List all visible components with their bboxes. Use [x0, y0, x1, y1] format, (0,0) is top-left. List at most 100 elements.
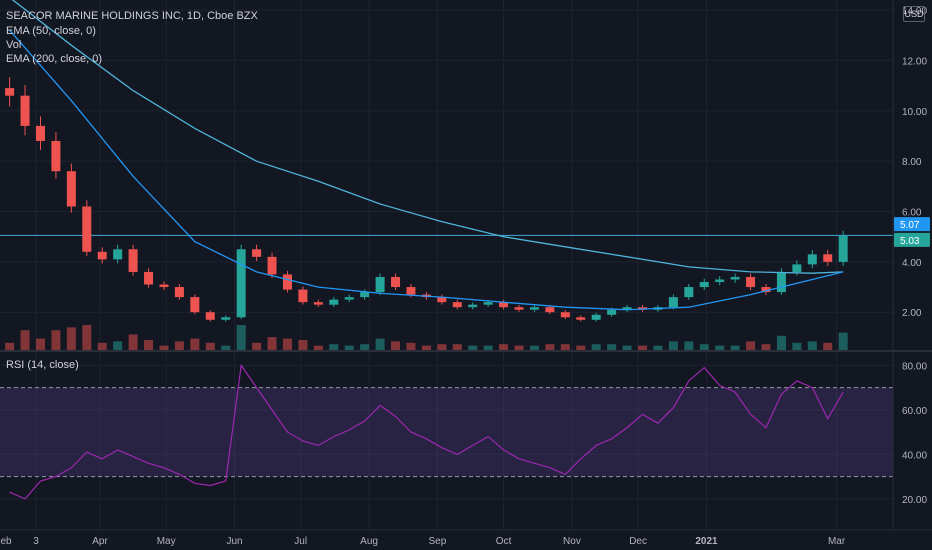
- volume-bar: [113, 341, 123, 350]
- time-tick-label: eb: [0, 536, 12, 547]
- candle-body: [545, 307, 555, 313]
- candle: [329, 297, 339, 307]
- candle: [807, 249, 817, 269]
- rsi-tick-label: 40.00: [902, 450, 927, 461]
- rsi-axis[interactable]: 80.00 60.00 40.00 20.00: [902, 361, 927, 506]
- volume-bar: [591, 344, 601, 350]
- candle-body: [607, 309, 617, 315]
- currency-button[interactable]: USD: [903, 6, 925, 22]
- price-tick-label: 6.00: [902, 208, 922, 219]
- candle-body: [529, 307, 539, 310]
- candle-body: [205, 312, 215, 320]
- time-tick-label: Jul: [294, 536, 307, 547]
- candle: [113, 244, 123, 264]
- candle: [684, 284, 694, 300]
- vol-legend[interactable]: Vol: [6, 39, 22, 51]
- volume-bar: [468, 345, 478, 350]
- candle-body: [838, 235, 848, 262]
- price-tick-label: 14.00: [902, 6, 927, 17]
- volume-bar: [282, 338, 292, 350]
- candle-body: [282, 274, 292, 290]
- time-tick-label: 2021: [695, 536, 718, 547]
- candle-body: [807, 254, 817, 265]
- volume-bar: [159, 345, 169, 350]
- volume-bar: [174, 341, 184, 350]
- candle-body: [792, 264, 802, 272]
- candle: [344, 294, 354, 303]
- candle: [838, 230, 848, 266]
- candle-body: [715, 279, 725, 283]
- volume-bar: [20, 330, 30, 350]
- candle-body: [313, 302, 323, 305]
- candle: [313, 299, 323, 307]
- candle-body: [468, 304, 478, 308]
- volume-bar: [97, 342, 107, 350]
- candle-body: [344, 297, 354, 300]
- volume-bar: [823, 342, 833, 350]
- ema200-line: [11, 0, 844, 274]
- candle: [205, 310, 215, 322]
- volume-bar: [144, 340, 154, 350]
- time-axis[interactable]: eb 3 Apr May Jun Jul Aug Sep Oct Nov Dec 2021 Mar: [0, 529, 932, 547]
- volume-bar: [776, 335, 786, 350]
- candle-body: [391, 276, 401, 288]
- candle-body: [560, 312, 570, 318]
- candle: [761, 284, 771, 295]
- volume-bar: [66, 327, 76, 350]
- candle-body: [452, 302, 462, 308]
- time-tick-label: Dec: [629, 536, 647, 547]
- candle: [730, 273, 740, 283]
- price-label-upper-bg: [894, 217, 930, 232]
- candle: [282, 270, 292, 293]
- candle-body: [761, 287, 771, 293]
- volume-bar: [668, 341, 678, 350]
- candle: [622, 304, 632, 312]
- volume-bar: [205, 342, 215, 350]
- chart-grid: [0, 0, 893, 530]
- candle: [576, 315, 586, 322]
- candle: [267, 252, 277, 278]
- candle-body: [221, 317, 231, 320]
- candle-body: [437, 297, 447, 303]
- candle: [668, 294, 678, 310]
- volume-bar: [298, 340, 308, 350]
- candle-body: [684, 287, 694, 298]
- rsi-tick-label: 60.00: [902, 406, 927, 417]
- candle: [375, 273, 385, 295]
- symbol-title[interactable]: SEACOR MARINE HOLDINGS INC, 1D, Cboe BZX: [6, 10, 258, 22]
- volume-bar: [560, 344, 570, 350]
- price-label-last: 5.03: [900, 236, 920, 247]
- ema50-legend[interactable]: EMA (50, close, 0): [6, 25, 96, 37]
- candlesticks: [5, 77, 848, 322]
- price-axis[interactable]: 14.00 12.00 10.00 8.00 6.00 4.00 2.00: [892, 0, 927, 530]
- candle-body: [267, 256, 277, 275]
- ema200-legend[interactable]: EMA (200, close, 0): [6, 53, 102, 65]
- candle: [391, 273, 401, 291]
- candle: [20, 85, 30, 136]
- ema50-line: [9, 29, 844, 311]
- volume-bar: [653, 345, 663, 350]
- candle-body: [128, 249, 138, 272]
- candle-body: [360, 292, 370, 298]
- candle-body: [97, 251, 107, 260]
- rsi-line: [9, 363, 844, 500]
- candle: [514, 304, 524, 312]
- volume-bar: [483, 345, 493, 350]
- volume-bar: [607, 344, 617, 350]
- volume-bar: [190, 338, 200, 350]
- candle: [452, 299, 462, 310]
- candle: [144, 268, 154, 288]
- rsi-legend[interactable]: RSI (14, close): [6, 359, 79, 371]
- price-tick-label: 8.00: [902, 157, 922, 168]
- candle-body: [35, 125, 45, 142]
- price-tick-label: 10.00: [902, 107, 927, 118]
- price-tick-label: 2.00: [902, 308, 922, 319]
- volume-bar: [267, 337, 277, 350]
- candle: [360, 289, 370, 300]
- candle: [66, 163, 76, 213]
- volume-bar: [360, 344, 370, 350]
- candle: [746, 273, 756, 291]
- candle: [5, 77, 15, 107]
- volume-bar: [391, 341, 401, 350]
